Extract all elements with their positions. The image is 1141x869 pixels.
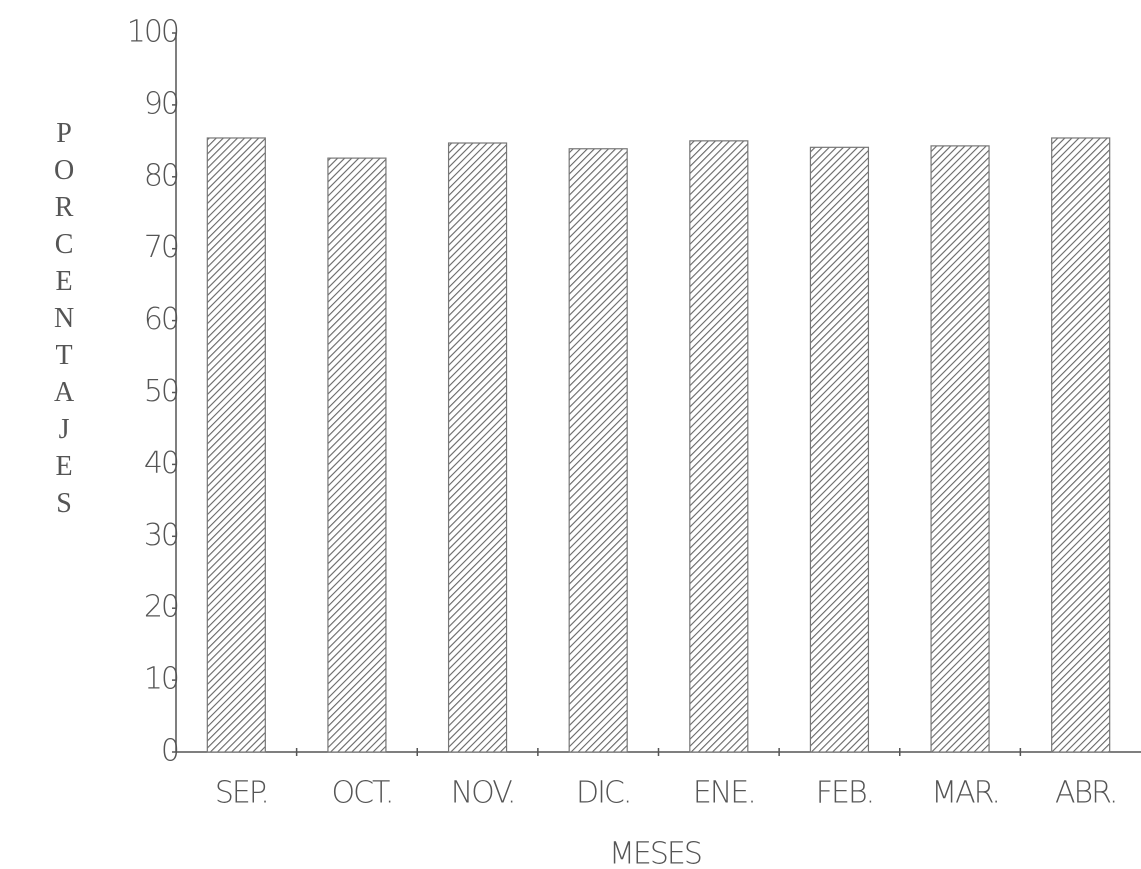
y-tick-label: 90 (144, 86, 178, 121)
x-tick-label: NOV. (451, 776, 515, 811)
y-tick-label: 0 (161, 734, 178, 769)
y-tick-label: 50 (144, 374, 178, 409)
y-tick-label: 20 (144, 590, 178, 625)
bar (809, 146, 870, 753)
y-tick-label: 40 (144, 446, 178, 481)
x-tick-label: DIC. (576, 776, 630, 811)
bar (689, 140, 749, 753)
bar (568, 148, 628, 753)
x-tick-label: ENE. (693, 776, 755, 811)
y-axis-label: PORCENTAJES (49, 118, 80, 525)
y-tick-label: 100 (127, 15, 178, 50)
y-tick-label: 30 (144, 518, 178, 553)
bar (447, 142, 508, 753)
x-tick-label: MAR. (931, 776, 999, 811)
x-axis-label: MESES (609, 837, 701, 869)
x-tick-label: FEB. (816, 776, 873, 811)
bar (930, 145, 990, 753)
bar (206, 137, 266, 753)
x-tick-label: SEP. (215, 776, 268, 811)
y-tick-label: 70 (144, 230, 178, 265)
y-tick-label: 60 (144, 302, 178, 337)
y-tick-label: 10 (144, 662, 178, 697)
x-tick-label: OCT. (332, 776, 393, 811)
bar (1051, 137, 1111, 753)
x-tick-label: ABR. (1055, 776, 1116, 811)
bar (327, 157, 387, 753)
y-tick-label: 80 (144, 158, 178, 193)
